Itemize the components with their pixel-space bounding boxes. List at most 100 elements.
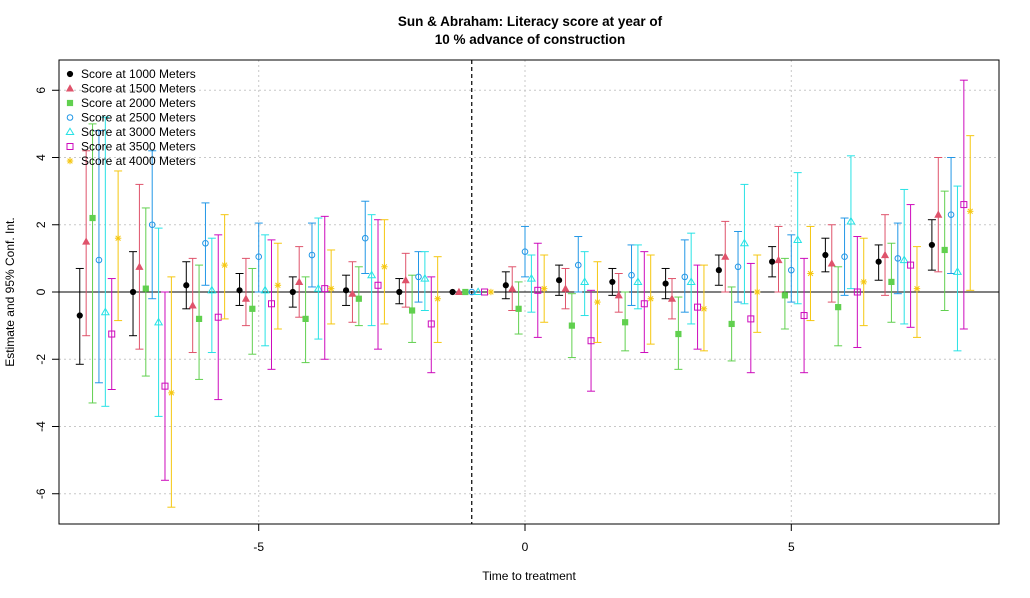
- point-estimate: [183, 282, 190, 289]
- point-estimate: [100, 307, 110, 316]
- point-estimate: [462, 288, 469, 296]
- point-estimate: [295, 277, 304, 285]
- chart-title-line-1: Sun & Abraham: Literacy score at year of: [398, 14, 663, 29]
- legend-marker: [66, 143, 74, 150]
- plot-frame: [58, 59, 1000, 525]
- point-estimate: [221, 261, 228, 269]
- x-axis-label: Time to treatment: [482, 569, 576, 583]
- x-tick-label: 0: [522, 540, 529, 554]
- point-estimate: [793, 235, 803, 243]
- y-tick-label: 0: [34, 288, 48, 295]
- legend-label: Score at 1000 Meters: [81, 67, 196, 81]
- star-stroke: [647, 295, 654, 302]
- point-estimate: [534, 286, 542, 294]
- point-estimate: [135, 262, 144, 270]
- point-estimate: [241, 294, 250, 302]
- series-score-at-3500-meters: [107, 79, 968, 481]
- point-estimate: [594, 298, 601, 306]
- point-estimate: [739, 238, 750, 247]
- point-estimate: [521, 248, 529, 255]
- point-estimate: [681, 273, 689, 281]
- series-score-at-1500-meters: [82, 150, 943, 354]
- point-estimate: [568, 322, 575, 329]
- reference-lines: [59, 60, 999, 524]
- point-estimate: [195, 315, 203, 322]
- y-tick-label: -6: [34, 488, 48, 499]
- point-estimate: [515, 305, 522, 312]
- point-estimate: [374, 281, 382, 289]
- point-estimate: [95, 256, 103, 264]
- point-estimate: [647, 295, 654, 302]
- series-score-at-2000-meters: [88, 123, 949, 404]
- point-estimate: [202, 239, 209, 247]
- point-estimate: [526, 273, 536, 282]
- point-estimate: [401, 276, 410, 284]
- point-estimate: [700, 305, 708, 313]
- point-estimate: [427, 320, 435, 328]
- point-estimate: [302, 315, 309, 322]
- point-estimate: [822, 251, 829, 259]
- point-estimate: [769, 258, 776, 265]
- point-estimate: [396, 288, 403, 296]
- y-tick-label: -2: [34, 354, 48, 365]
- point-estimate: [574, 261, 582, 269]
- legend-marker: [66, 157, 74, 165]
- point-estimate: [960, 201, 968, 209]
- y-tick-label: 4: [34, 154, 48, 161]
- point-estimate: [888, 278, 895, 286]
- star-stroke: [67, 158, 73, 164]
- point-estimate: [142, 285, 149, 292]
- point-estimate: [827, 259, 836, 267]
- star-stroke: [434, 295, 441, 302]
- point-estimate: [327, 285, 335, 292]
- point-estimate: [781, 292, 789, 299]
- point-estimate: [622, 319, 629, 326]
- point-estimate: [853, 288, 861, 296]
- y-tick-label: 2: [34, 221, 48, 228]
- legend-marker: [66, 114, 74, 121]
- point-estimate: [89, 214, 96, 222]
- legend-marker: [65, 127, 75, 136]
- point-estimate: [214, 313, 222, 321]
- legend-label: Score at 3000 Meters: [81, 125, 196, 139]
- point-estimate: [473, 287, 483, 296]
- point-estimate: [454, 287, 464, 296]
- legend-marker: [66, 70, 74, 78]
- series-score-at-1000-meters: [75, 219, 936, 365]
- point-estimate: [841, 253, 848, 260]
- point-estimate: [487, 288, 495, 296]
- point-estimate: [508, 284, 517, 292]
- point-estimate: [587, 337, 595, 345]
- point-estimate: [207, 285, 217, 294]
- legend-marker: [66, 99, 74, 107]
- point-estimate: [449, 288, 456, 296]
- star-stroke: [594, 299, 601, 305]
- point-estimate: [434, 295, 441, 302]
- legend-label: Score at 1500 Meters: [81, 82, 196, 96]
- point-estimate: [686, 277, 696, 285]
- point-estimate: [348, 289, 357, 297]
- point-estimate: [952, 267, 963, 275]
- x-tick-label: -5: [253, 540, 264, 554]
- point-estimate: [754, 288, 761, 296]
- point-estimate: [540, 285, 548, 292]
- point-estimate: [728, 320, 735, 328]
- legend-marker: [65, 84, 75, 92]
- point-estimate: [108, 330, 116, 338]
- point-estimate: [249, 305, 256, 312]
- point-estimate: [967, 208, 974, 215]
- star-stroke: [967, 208, 973, 215]
- star-stroke: [381, 264, 388, 270]
- point-estimate: [82, 237, 91, 245]
- point-estimate: [308, 251, 316, 259]
- star-stroke: [701, 306, 707, 312]
- point-estimate: [846, 216, 856, 225]
- star-stroke: [541, 285, 547, 292]
- star-stroke: [860, 279, 867, 285]
- point-estimate: [580, 277, 590, 285]
- point-estimate: [899, 255, 909, 264]
- series-score-at-4000-meters: [114, 135, 975, 508]
- point-estimate: [774, 255, 783, 264]
